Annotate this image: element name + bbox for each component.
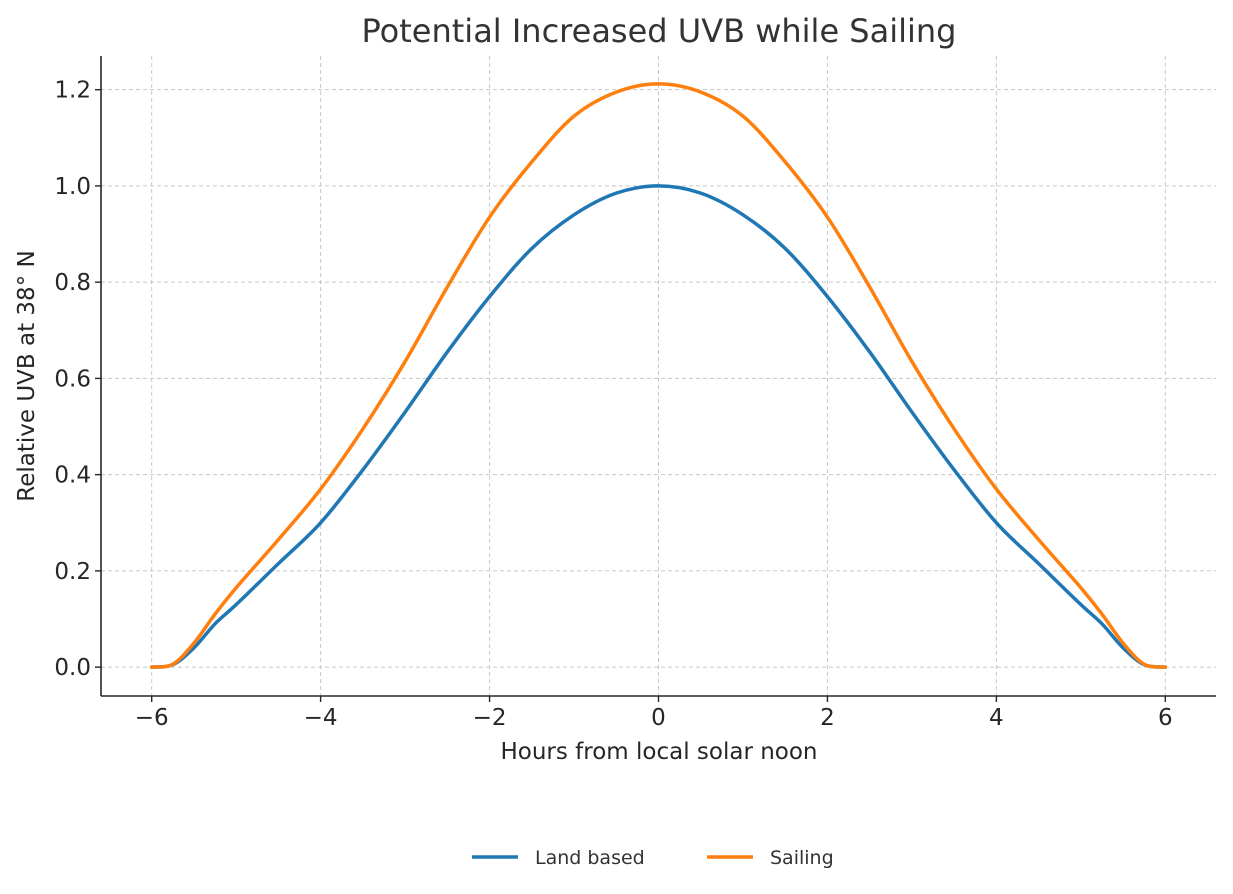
legend-entry-sailing: Sailing	[707, 847, 834, 869]
chart-title: Potential Increased UVB while Sailing	[362, 12, 957, 50]
y-axis-title: Relative UVB at 38° N	[14, 250, 40, 501]
x-axis-title: Hours from local solar noon	[500, 739, 817, 765]
x-tick-label: 4	[989, 705, 1004, 731]
series-line-sailing	[149, 82, 1168, 669]
y-ticks: 0.0 0.2 0.4 0.6 0.8 1.0 1.2	[54, 78, 101, 681]
x-ticks: −6 −4 −2 0 2 4 6	[135, 696, 1173, 731]
legend-entry-land-based: Land based	[472, 847, 645, 869]
x-tick-label: −6	[135, 705, 169, 731]
x-tick-label: −2	[473, 705, 507, 731]
y-tick-label: 1.2	[54, 78, 91, 104]
y-tick-label: 0.8	[54, 270, 91, 296]
x-tick-label: 6	[1158, 705, 1173, 731]
y-tick-label: 0.4	[54, 463, 91, 489]
y-tick-label: 1.0	[54, 174, 91, 200]
legend-label-sailing: Sailing	[770, 847, 834, 869]
legend: Land based Sailing	[472, 847, 834, 869]
legend-label-land-based: Land based	[535, 847, 645, 869]
x-tick-label: 2	[820, 705, 835, 731]
x-tick-label: −4	[304, 705, 338, 731]
y-tick-label: 0.0	[54, 655, 91, 681]
y-tick-label: 0.2	[54, 559, 91, 585]
series-line-land-based	[149, 184, 1168, 669]
grid-lines	[101, 56, 1216, 696]
y-tick-label: 0.6	[54, 366, 91, 392]
axes	[100, 56, 1216, 697]
x-tick-label: 0	[651, 705, 666, 731]
series-lines	[149, 82, 1168, 669]
